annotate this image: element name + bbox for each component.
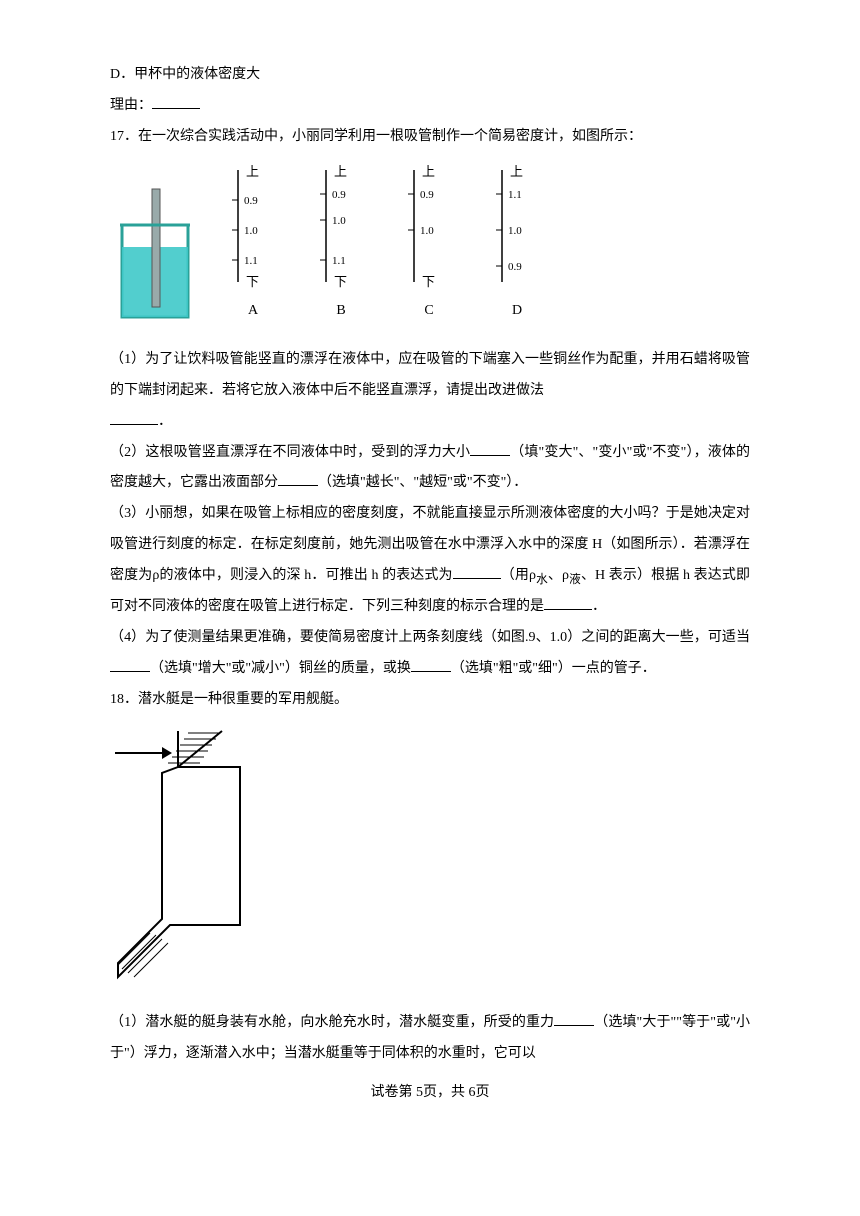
q17-2a: （2）这根吸管竖直漂浮在不同液体中时，受到的浮力大小 [110,445,470,460]
q17-3: （3）小丽想，如果在吸管上标相应的密度刻度，不就能直接显示所测液体密度的大小吗？… [110,499,750,623]
svg-text:1.0: 1.0 [244,225,258,237]
scale-c: 上 0.9 1.0 下 C [394,164,464,327]
scale-b-label: B [336,296,345,327]
q17-1-blank-line: ． [110,407,750,438]
scale-d: 上 1.1 1.0 0.9 D [482,164,552,327]
q17-3-blank1 [453,562,501,579]
scale-b: 上 0.9 1.0 1.1 下 B [306,164,376,327]
scale-c-label: C [424,296,433,327]
svg-text:上: 上 [334,164,347,179]
q17-3-period: ． [592,599,606,614]
svg-text:0.9: 0.9 [420,189,434,201]
q17-figure: 上 0.9 1.0 1.1 下 A 上 0.9 1.0 1.1 下 B 上 0.… [110,164,750,327]
q17-3-blank2 [544,593,592,610]
q18-intro: 18．潜水艇是一种很重要的军用舰艇。 [110,685,750,716]
q17-1: （1）为了让饮料吸管能竖直的漂浮在液体中，应在吸管的下端塞入一些铜丝作为配重，并… [110,345,750,407]
q17-4-blank2 [411,655,451,672]
q17-4c: （选填"粗"或"细"）一点的管子． [451,661,656,676]
q17-3-sub2: 液 [569,573,581,586]
svg-text:0.9: 0.9 [508,261,522,273]
q17-2c: （选填"越长"、"越短"或"不变"）． [318,475,527,490]
svg-text:1.0: 1.0 [508,225,522,237]
beaker-diagram [110,187,200,327]
scale-d-label: D [512,296,522,327]
scale-bottom-char: 下 [246,274,259,289]
q17-1-text: （1）为了让饮料吸管能竖直的漂浮在液体中，应在吸管的下端塞入一些铜丝作为配重，并… [110,352,750,398]
svg-text:1.1: 1.1 [332,255,346,267]
q17-4a: （4）为了使测量结果更准确，要使简易密度计上两条刻度线（如图.9、1.0）之间的… [110,630,750,645]
reason-line: 理由： [110,91,750,122]
q17-3c: 、ρ [548,568,569,583]
q17-1-period: ． [158,414,172,429]
svg-text:1.1: 1.1 [508,189,522,201]
page-footer: 试卷第 5页，共 6页 [110,1078,750,1109]
q17-3-sub1: 水 [536,573,548,586]
scale-top-char: 上 [246,164,259,179]
scale-a-label: A [248,296,258,327]
svg-text:0.9: 0.9 [332,189,346,201]
reason-blank [152,92,200,109]
option-d: D．甲杯中的液体密度大 [110,60,750,91]
q18-1: （1）潜水艇的艇身装有水舱，向水舱充水时，潜水艇变重，所受的重力（选填"大于""… [110,1008,750,1070]
q17-2: （2）这根吸管竖直漂浮在不同液体中时，受到的浮力大小（填"变大"、"变小"或"不… [110,438,750,500]
svg-text:上: 上 [510,164,523,179]
svg-text:上: 上 [422,164,435,179]
submarine-diagram [110,725,750,998]
q17-4b: （选填"增大"或"减小"）铜丝的质量，或换 [150,661,411,676]
svg-text:下: 下 [334,274,347,289]
q17-2-blank1 [470,439,510,456]
q17-4: （4）为了使测量结果更准确，要使简易密度计上两条刻度线（如图.9、1.0）之间的… [110,623,750,685]
svg-text:0.9: 0.9 [244,195,258,207]
q18-1a: （1）潜水艇的艇身装有水舱，向水舱充水时，潜水艇变重，所受的重力 [110,1015,554,1030]
svg-text:1.0: 1.0 [332,215,346,227]
svg-text:1.1: 1.1 [244,255,258,267]
svg-text:下: 下 [422,274,435,289]
q17-2-blank2 [278,470,318,487]
q17-intro: 17．在一次综合实践活动中，小丽同学利用一根吸管制作一个简易密度计，如图所示： [110,122,750,153]
q17-1-blank [110,408,158,425]
q17-3b: （用ρ [501,568,536,583]
svg-text:1.0: 1.0 [420,225,434,237]
scale-a: 上 0.9 1.0 1.1 下 A [218,164,288,327]
reason-label: 理由： [110,98,152,113]
q17-4-blank1 [110,655,150,672]
q18-1-blank [554,1009,594,1026]
